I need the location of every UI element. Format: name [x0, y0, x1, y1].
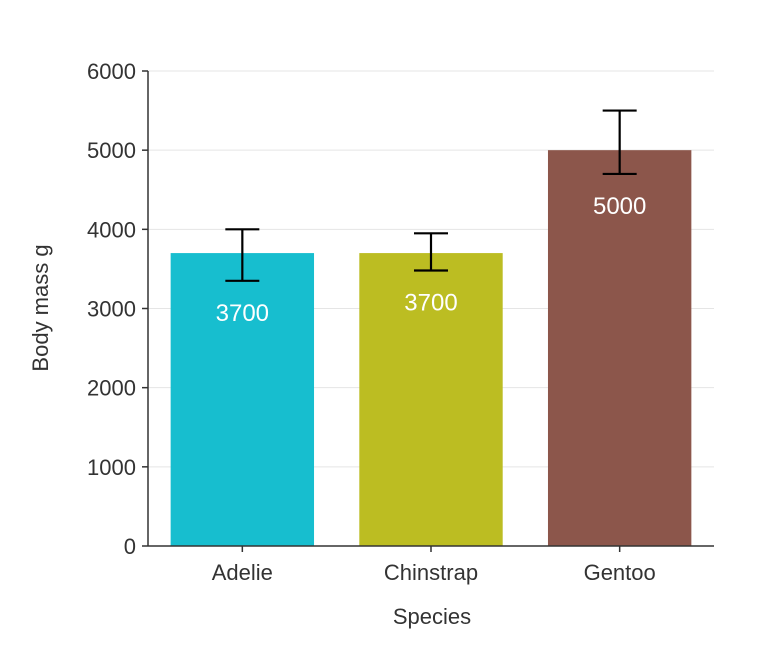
x-tick-label: Adelie — [212, 560, 273, 585]
tick-labels: 0 1000 2000 3000 4000 5000 6000 Adelie Chinstrap… — [87, 59, 656, 585]
y-tick-label: 2000 — [87, 376, 136, 401]
y-tick-label: 3000 — [87, 297, 136, 322]
error-bar-chinstrap — [414, 232, 448, 272]
bar-gentoo — [547, 150, 692, 546]
error-bar-gentoo — [602, 109, 637, 176]
data-label-gentoo: 5000 — [593, 193, 646, 220]
data-label-chinstrap: 3700 — [404, 290, 457, 317]
x-tick-label: Chinstrap — [384, 560, 478, 585]
y-tick-label: 5000 — [87, 138, 136, 163]
bars — [170, 150, 692, 547]
x-tick-label: Gentoo — [584, 560, 656, 585]
x-axis-title: Species — [393, 604, 471, 629]
y-tick-label: 1000 — [87, 455, 136, 480]
axes — [142, 70, 714, 552]
bar-adelie — [170, 253, 315, 547]
y-tick-label: 4000 — [87, 217, 136, 242]
error-bar-adelie — [225, 228, 260, 282]
data-labels: 3700 3700 5000 — [216, 193, 647, 327]
y-tick-label: 0 — [124, 534, 136, 559]
bar-chinstrap — [359, 253, 503, 547]
data-label-adelie: 3700 — [216, 300, 269, 327]
error-bars — [225, 109, 637, 282]
y-tick-label: 6000 — [87, 59, 136, 84]
y-axis-title: Body mass g — [28, 244, 53, 371]
